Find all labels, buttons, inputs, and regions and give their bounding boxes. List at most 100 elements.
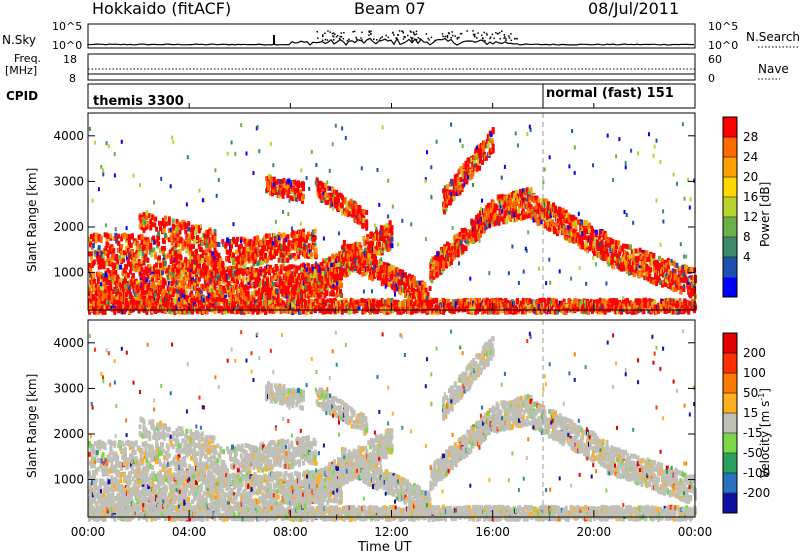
nsearch-dot: [396, 38, 399, 41]
data-cell: [322, 298, 326, 304]
data-cell: [521, 297, 525, 303]
data-cell: [387, 281, 391, 287]
data-cell: [557, 306, 561, 312]
data-cell: [657, 308, 661, 314]
data-cell: [91, 242, 95, 248]
data-cell: [144, 284, 148, 290]
data-cell: [116, 264, 120, 270]
data-cell: [554, 299, 558, 305]
data-cell: [396, 306, 400, 312]
data-cell: [177, 274, 181, 280]
data-cell: [175, 298, 179, 304]
data-cell: [266, 277, 269, 283]
data-cell: [157, 241, 161, 247]
data-cell: [689, 301, 693, 307]
data-cell: [311, 245, 315, 250]
nsearch-dot: [485, 32, 488, 35]
data-cell: [181, 279, 185, 285]
data-cell: [151, 298, 155, 304]
data-cell: [514, 304, 518, 310]
nsearch-dot: [510, 33, 512, 35]
data-cell: [105, 279, 109, 285]
data-cell: [88, 284, 91, 290]
data-cell: [246, 285, 250, 291]
data-cell: [312, 291, 316, 297]
data-cell: [398, 304, 402, 310]
data-cell: [150, 303, 154, 309]
nsearch-dot: [381, 36, 384, 38]
data-cell: [414, 306, 418, 311]
data-cell: [176, 288, 180, 294]
data-cell: [311, 302, 315, 308]
data-cell: [145, 300, 149, 306]
nsearch-dot: [496, 33, 499, 35]
data-cell: [482, 302, 485, 308]
freq-tick-top-left: 18: [63, 53, 77, 66]
nsearch-dot: [474, 33, 476, 36]
data-cell: [228, 297, 232, 303]
data-cell: [313, 228, 317, 234]
data-cell: [143, 290, 147, 295]
data-cell: [180, 275, 184, 281]
data-cell: [267, 308, 270, 314]
data-cell: [91, 294, 95, 299]
freq-label-line1: Freq.: [14, 52, 41, 65]
data-cell: [205, 300, 209, 306]
data-cell: [113, 309, 117, 315]
freq-panel: Freq. [MHz] 18 8 60 0 Nave: [5, 52, 789, 85]
data-cell: [289, 309, 293, 315]
nsky-tick-top-right: 10^5: [708, 20, 738, 33]
data-cell: [156, 269, 160, 275]
data-cell: [619, 301, 623, 307]
data-cell: [526, 304, 530, 310]
data-cell: [544, 298, 548, 304]
data-cell: [119, 278, 123, 284]
nsearch-dot: [411, 38, 413, 40]
nsearch-dot: [324, 32, 326, 35]
data-cell: [112, 274, 116, 280]
nsearch-dot: [417, 37, 420, 39]
data-cell: [506, 299, 510, 305]
data-cell: [114, 275, 118, 281]
nsearch-dot: [322, 34, 324, 36]
data-cell: [342, 298, 346, 304]
data-cell: [209, 303, 213, 309]
data-cell: [232, 305, 236, 311]
nsearch-dot: [316, 31, 319, 33]
data-cell: [155, 262, 159, 268]
nsearch-dot: [331, 32, 334, 35]
data-cell: [493, 302, 497, 308]
data-cell: [88, 287, 91, 293]
data-cell: [234, 249, 238, 255]
data-cell: [139, 293, 143, 299]
data-cell: [158, 296, 161, 302]
data-cell: [217, 299, 221, 305]
data-cell: [262, 303, 266, 309]
data-cell: [271, 281, 275, 287]
nsearch-dot: [339, 35, 341, 38]
data-cell: [317, 305, 321, 311]
nsearch-dot: [458, 36, 460, 39]
cpid-label: CPID: [6, 89, 38, 103]
data-cell: [192, 243, 196, 249]
data-cell: [686, 304, 690, 310]
data-cell: [328, 256, 332, 262]
data-cell: [612, 298, 616, 303]
nsearch-dot: [411, 39, 413, 42]
data-cell: [497, 308, 501, 314]
data-cell: [348, 302, 352, 308]
data-cell: [375, 260, 378, 265]
data-cell: [278, 305, 282, 311]
data-cell: [158, 255, 161, 261]
data-cell: [379, 306, 383, 312]
data-cell: [126, 272, 130, 278]
data-cell: [280, 308, 284, 314]
data-cell: [332, 291, 336, 297]
data-cell: [294, 255, 298, 261]
data-cell: [100, 299, 104, 305]
data-cell: [153, 287, 157, 293]
data-cell: [243, 262, 247, 268]
data-cell: [102, 281, 106, 287]
data-cell: [186, 283, 190, 289]
data-cell: [173, 273, 177, 279]
